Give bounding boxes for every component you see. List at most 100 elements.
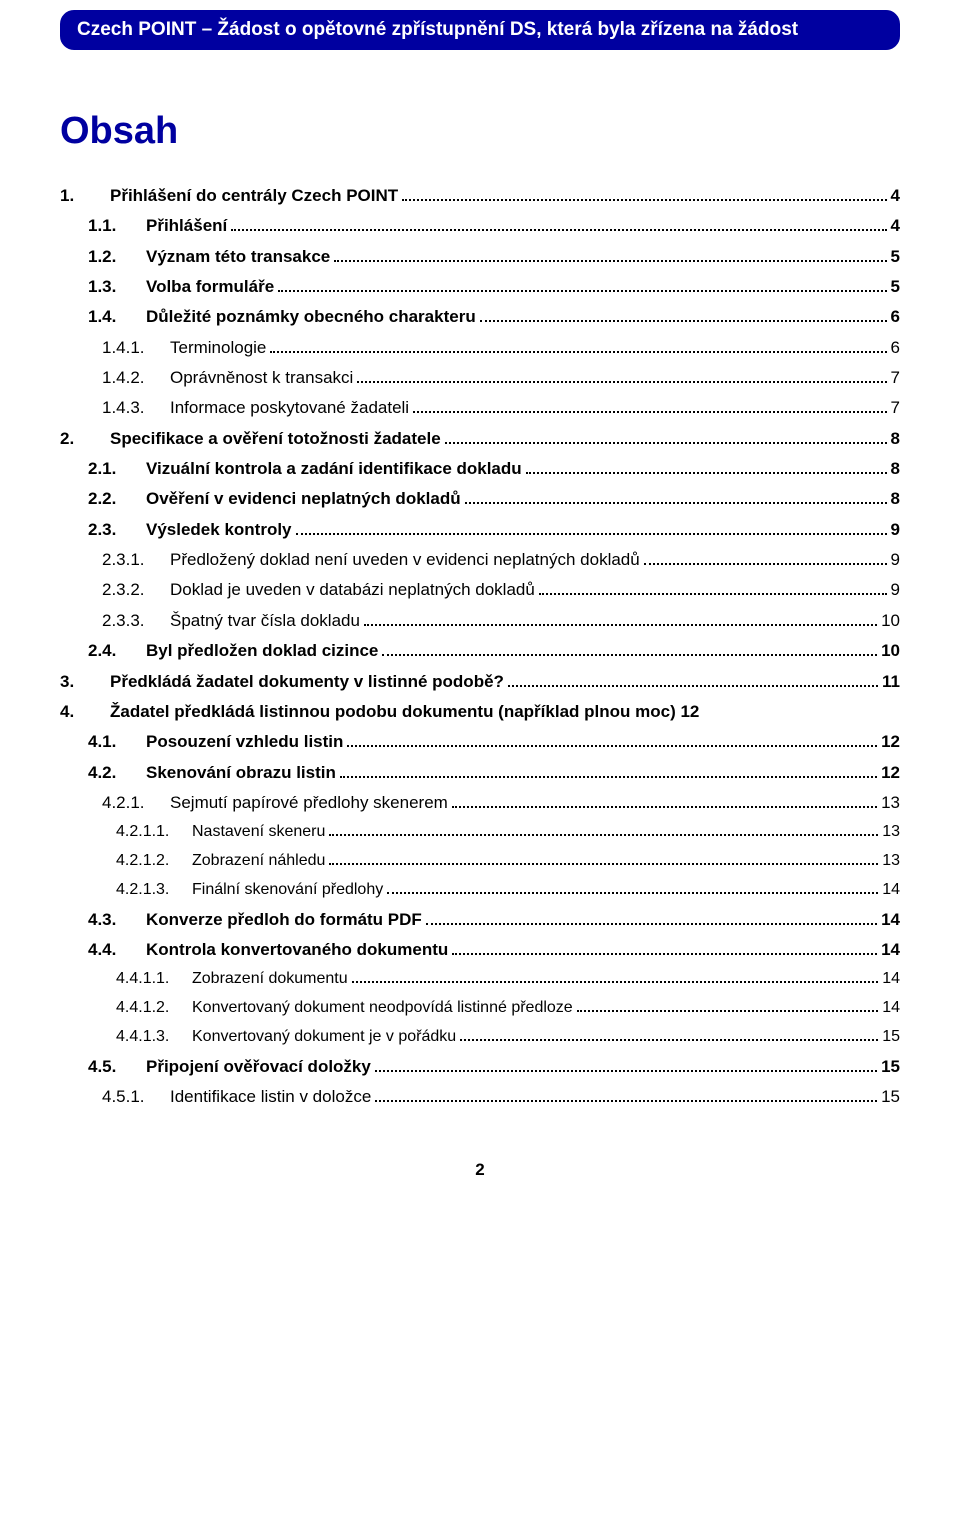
toc-entry-text: Výsledek kontroly xyxy=(140,517,292,543)
toc-leader-dots xyxy=(296,521,887,535)
toc-entry-text: Skenování obrazu listin xyxy=(140,760,336,786)
toc-entry-text: Přihlášení do centrály Czech POINT xyxy=(104,183,398,209)
toc-entry-page: 13 xyxy=(882,820,900,845)
toc-entry: 2.Specifikace a ověření totožnosti žadat… xyxy=(60,426,900,452)
toc-entry-number: 4.4.1.3. xyxy=(116,1025,186,1050)
toc-entry: 2.2.Ověření v evidenci neplatných doklad… xyxy=(60,486,900,512)
toc-entry: 4.2.1.3.Finální skenování předlohy 14 xyxy=(60,878,900,903)
toc-entry-text: Doklad je uveden v databázi neplatných d… xyxy=(164,577,535,603)
toc-entry-text: Finální skenování předlohy xyxy=(186,878,383,903)
toc-leader-dots xyxy=(577,999,879,1012)
toc-entry-text: Oprávněnost k transakci xyxy=(164,365,353,391)
toc-leader-dots xyxy=(413,400,886,414)
toc-entry: 4.4.Kontrola konvertovaného dokumentu 14 xyxy=(60,937,900,963)
toc-leader-dots xyxy=(278,278,886,292)
toc-leader-dots xyxy=(480,308,887,322)
toc-entry-number: 2.3.2. xyxy=(102,577,164,603)
toc-entry-page: 11 xyxy=(882,669,900,695)
toc-leader-dots xyxy=(452,794,877,808)
toc-entry-page: 5 xyxy=(891,274,900,300)
toc-entry: 4.1.Posouzení vzhledu listin12 xyxy=(60,729,900,755)
toc-entry: 4.Žadatel předkládá listinnou podobu dok… xyxy=(60,699,900,725)
document-header-band: Czech POINT – Žádost o opětovné zpřístup… xyxy=(60,10,900,50)
toc-entry-number: 2.3. xyxy=(88,517,140,543)
toc-entry-number: 1.4.3. xyxy=(102,395,164,421)
toc-entry-number: 4.4.1.1. xyxy=(116,967,186,992)
toc-entry-page: 15 xyxy=(881,1084,900,1110)
toc-entry-number: 4.5. xyxy=(88,1054,140,1080)
toc-entry-number: 1.2. xyxy=(88,244,140,270)
page-number: 2 xyxy=(60,1160,900,1180)
toc-entry: 4.5.1.Identifikace listin v doložce15 xyxy=(60,1084,900,1110)
toc-entry-number: 4.4. xyxy=(88,937,140,963)
toc-entry-number: 2.3.3. xyxy=(102,608,164,634)
toc-entry-number: 2.1. xyxy=(88,456,140,482)
toc-leader-dots xyxy=(644,551,887,565)
toc-entry: 4.5.Připojení ověřovací doložky15 xyxy=(60,1054,900,1080)
toc-entry-page: 8 xyxy=(891,486,900,512)
toc-entry-number: 1.4.2. xyxy=(102,365,164,391)
toc-entry-number: 2.2. xyxy=(88,486,140,512)
toc-entry-page: 4 xyxy=(891,183,900,209)
toc-entry-number: 4.4.1.2. xyxy=(116,996,186,1021)
toc-entry-text: Ověření v evidenci neplatných dokladů xyxy=(140,486,461,512)
toc-entry: 1.4.2.Oprávněnost k transakci 7 xyxy=(60,365,900,391)
toc-leader-dots xyxy=(375,1088,877,1102)
toc-entry: 4.2.Skenování obrazu listin12 xyxy=(60,760,900,786)
toc-leader-dots xyxy=(375,1058,877,1072)
toc-entry-page: 12 xyxy=(881,760,900,786)
toc-entry-text: Konvertovaný dokument je v pořádku xyxy=(186,1025,456,1050)
toc-leader-dots xyxy=(340,764,877,778)
toc-entry-page: 6 xyxy=(891,335,900,361)
toc-leader-dots xyxy=(508,673,878,687)
toc-entry-number: 2. xyxy=(60,426,104,452)
toc-entry-number: 2.3.1. xyxy=(102,547,164,573)
toc-leader-dots xyxy=(445,430,887,444)
toc-entry-page: 9 xyxy=(891,577,900,603)
toc-entry: 4.2.1.Sejmutí papírové předlohy skenerem… xyxy=(60,790,900,816)
toc-entry: 4.3.Konverze předloh do formátu PDF14 xyxy=(60,907,900,933)
toc-entry-number: 2.4. xyxy=(88,638,140,664)
toc-entry: 2.3.2.Doklad je uveden v databázi neplat… xyxy=(60,577,900,603)
toc-entry-text: Nastavení skeneru xyxy=(186,820,325,845)
toc-entry-number: 4. xyxy=(60,699,104,725)
toc-entry-text: Specifikace a ověření totožnosti žadatel… xyxy=(104,426,441,452)
toc-leader-dots xyxy=(329,852,878,865)
toc-entry: 2.1.Vizuální kontrola a zadání identifik… xyxy=(60,456,900,482)
toc-entry: 1.2.Význam této transakce5 xyxy=(60,244,900,270)
toc-entry: 3.Předkládá žadatel dokumenty v listinné… xyxy=(60,669,900,695)
toc-entry-text: Kontrola konvertovaného dokumentu xyxy=(140,937,448,963)
toc-entry-text: Přihlášení xyxy=(140,213,227,239)
toc-entry-number: 4.2.1.1. xyxy=(116,820,186,845)
toc-entry: 4.2.1.2.Zobrazení náhledu13 xyxy=(60,849,900,874)
toc-entry-page: 14 xyxy=(881,937,900,963)
toc-entry-page: 7 xyxy=(891,365,900,391)
toc-entry: 1.4.Důležité poznámky obecného charakter… xyxy=(60,304,900,330)
toc-entry-number: 4.3. xyxy=(88,907,140,933)
toc-entry: 2.3.3.Špatný tvar čísla dokladu10 xyxy=(60,608,900,634)
toc-entry-page: 9 xyxy=(891,517,900,543)
toc-leader-dots xyxy=(526,460,887,474)
toc-leader-dots xyxy=(402,187,886,201)
toc-entry-number: 4.5.1. xyxy=(102,1084,164,1110)
toc-entry: 1.Přihlášení do centrály Czech POINT4 xyxy=(60,183,900,209)
toc-leader-dots xyxy=(357,369,886,383)
toc-entry: 2.3.1.Předložený doklad není uveden v ev… xyxy=(60,547,900,573)
toc-entry-number: 4.2.1.3. xyxy=(116,878,186,903)
toc-leader-dots xyxy=(382,642,877,656)
toc-entry-text: Konvertovaný dokument neodpovídá listinn… xyxy=(186,996,573,1021)
toc-entry: 4.4.1.1.Zobrazení dokumentu14 xyxy=(60,967,900,992)
toc-entry: 1.1.Přihlášení4 xyxy=(60,213,900,239)
toc-entry-page: 13 xyxy=(881,790,900,816)
toc-entry-page: 10 xyxy=(881,608,900,634)
toc-entry-number: 1.3. xyxy=(88,274,140,300)
toc-entry-text: Konverze předloh do formátu PDF xyxy=(140,907,422,933)
toc-entry-page: 7 xyxy=(891,395,900,421)
toc-entry-number: 4.1. xyxy=(88,729,140,755)
toc-leader-dots xyxy=(387,881,878,894)
toc-entry-page: 9 xyxy=(891,547,900,573)
toc-entry-page: 14 xyxy=(882,878,900,903)
toc-entry-text: Připojení ověřovací doložky xyxy=(140,1054,371,1080)
toc-leader-dots xyxy=(347,733,877,747)
toc-entry-page: 8 xyxy=(891,426,900,452)
